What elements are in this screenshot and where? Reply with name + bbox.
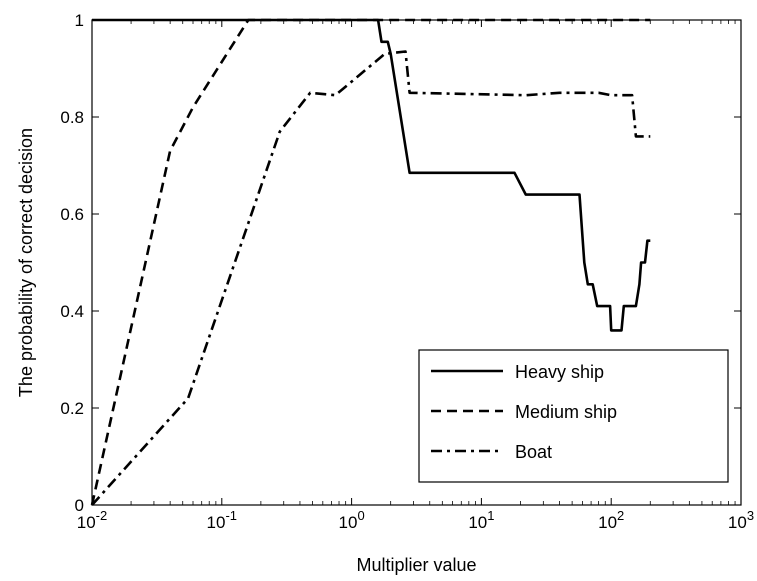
x-tick-label-exponent: 0	[357, 508, 364, 523]
series-line-heavy-ship	[92, 18, 651, 332]
x-tick-label: 10-2	[77, 508, 107, 532]
x-tick-label-base: 10	[598, 513, 617, 532]
x-tick-label: 103	[728, 508, 754, 532]
y-tick-label: 0.2	[60, 399, 84, 418]
y-tick-label: 1	[75, 11, 84, 30]
y-axis-label: The probability of correct decision	[16, 128, 36, 397]
legend-label-boat: Boat	[515, 442, 552, 462]
x-tick-label: 101	[468, 508, 494, 532]
x-tick-label: 102	[598, 508, 624, 532]
plot-frame	[91, 19, 742, 506]
x-tick-label-exponent: 3	[747, 508, 754, 523]
legend-label-medium-ship: Medium ship	[515, 402, 617, 422]
x-tick-label-base: 10	[468, 513, 487, 532]
legend-label-heavy-ship: Heavy ship	[515, 362, 604, 382]
x-tick-label-base: 10	[339, 513, 358, 532]
x-tick-label-exponent: 2	[617, 508, 624, 523]
x-tick-label-exponent: 1	[487, 508, 494, 523]
x-tick-label-exponent: -1	[225, 508, 237, 523]
x-tick-label: 10-1	[207, 508, 237, 532]
x-tick-label-base: 10	[728, 513, 747, 532]
y-tick-label: 0.8	[60, 108, 84, 127]
x-tick-label-base: 10	[77, 513, 96, 532]
series-line-boat	[91, 50, 651, 506]
x-axis-label: Multiplier value	[356, 555, 476, 575]
y-tick-label: 0	[75, 496, 84, 515]
x-tick-label: 100	[339, 508, 365, 532]
y-tick-label: 0.6	[60, 205, 84, 224]
x-tick-label-base: 10	[207, 513, 226, 532]
x-tick-label-exponent: -2	[96, 508, 108, 523]
legend: Heavy ship Medium ship Boat	[418, 349, 729, 483]
y-tick-label: 0.4	[60, 302, 84, 321]
